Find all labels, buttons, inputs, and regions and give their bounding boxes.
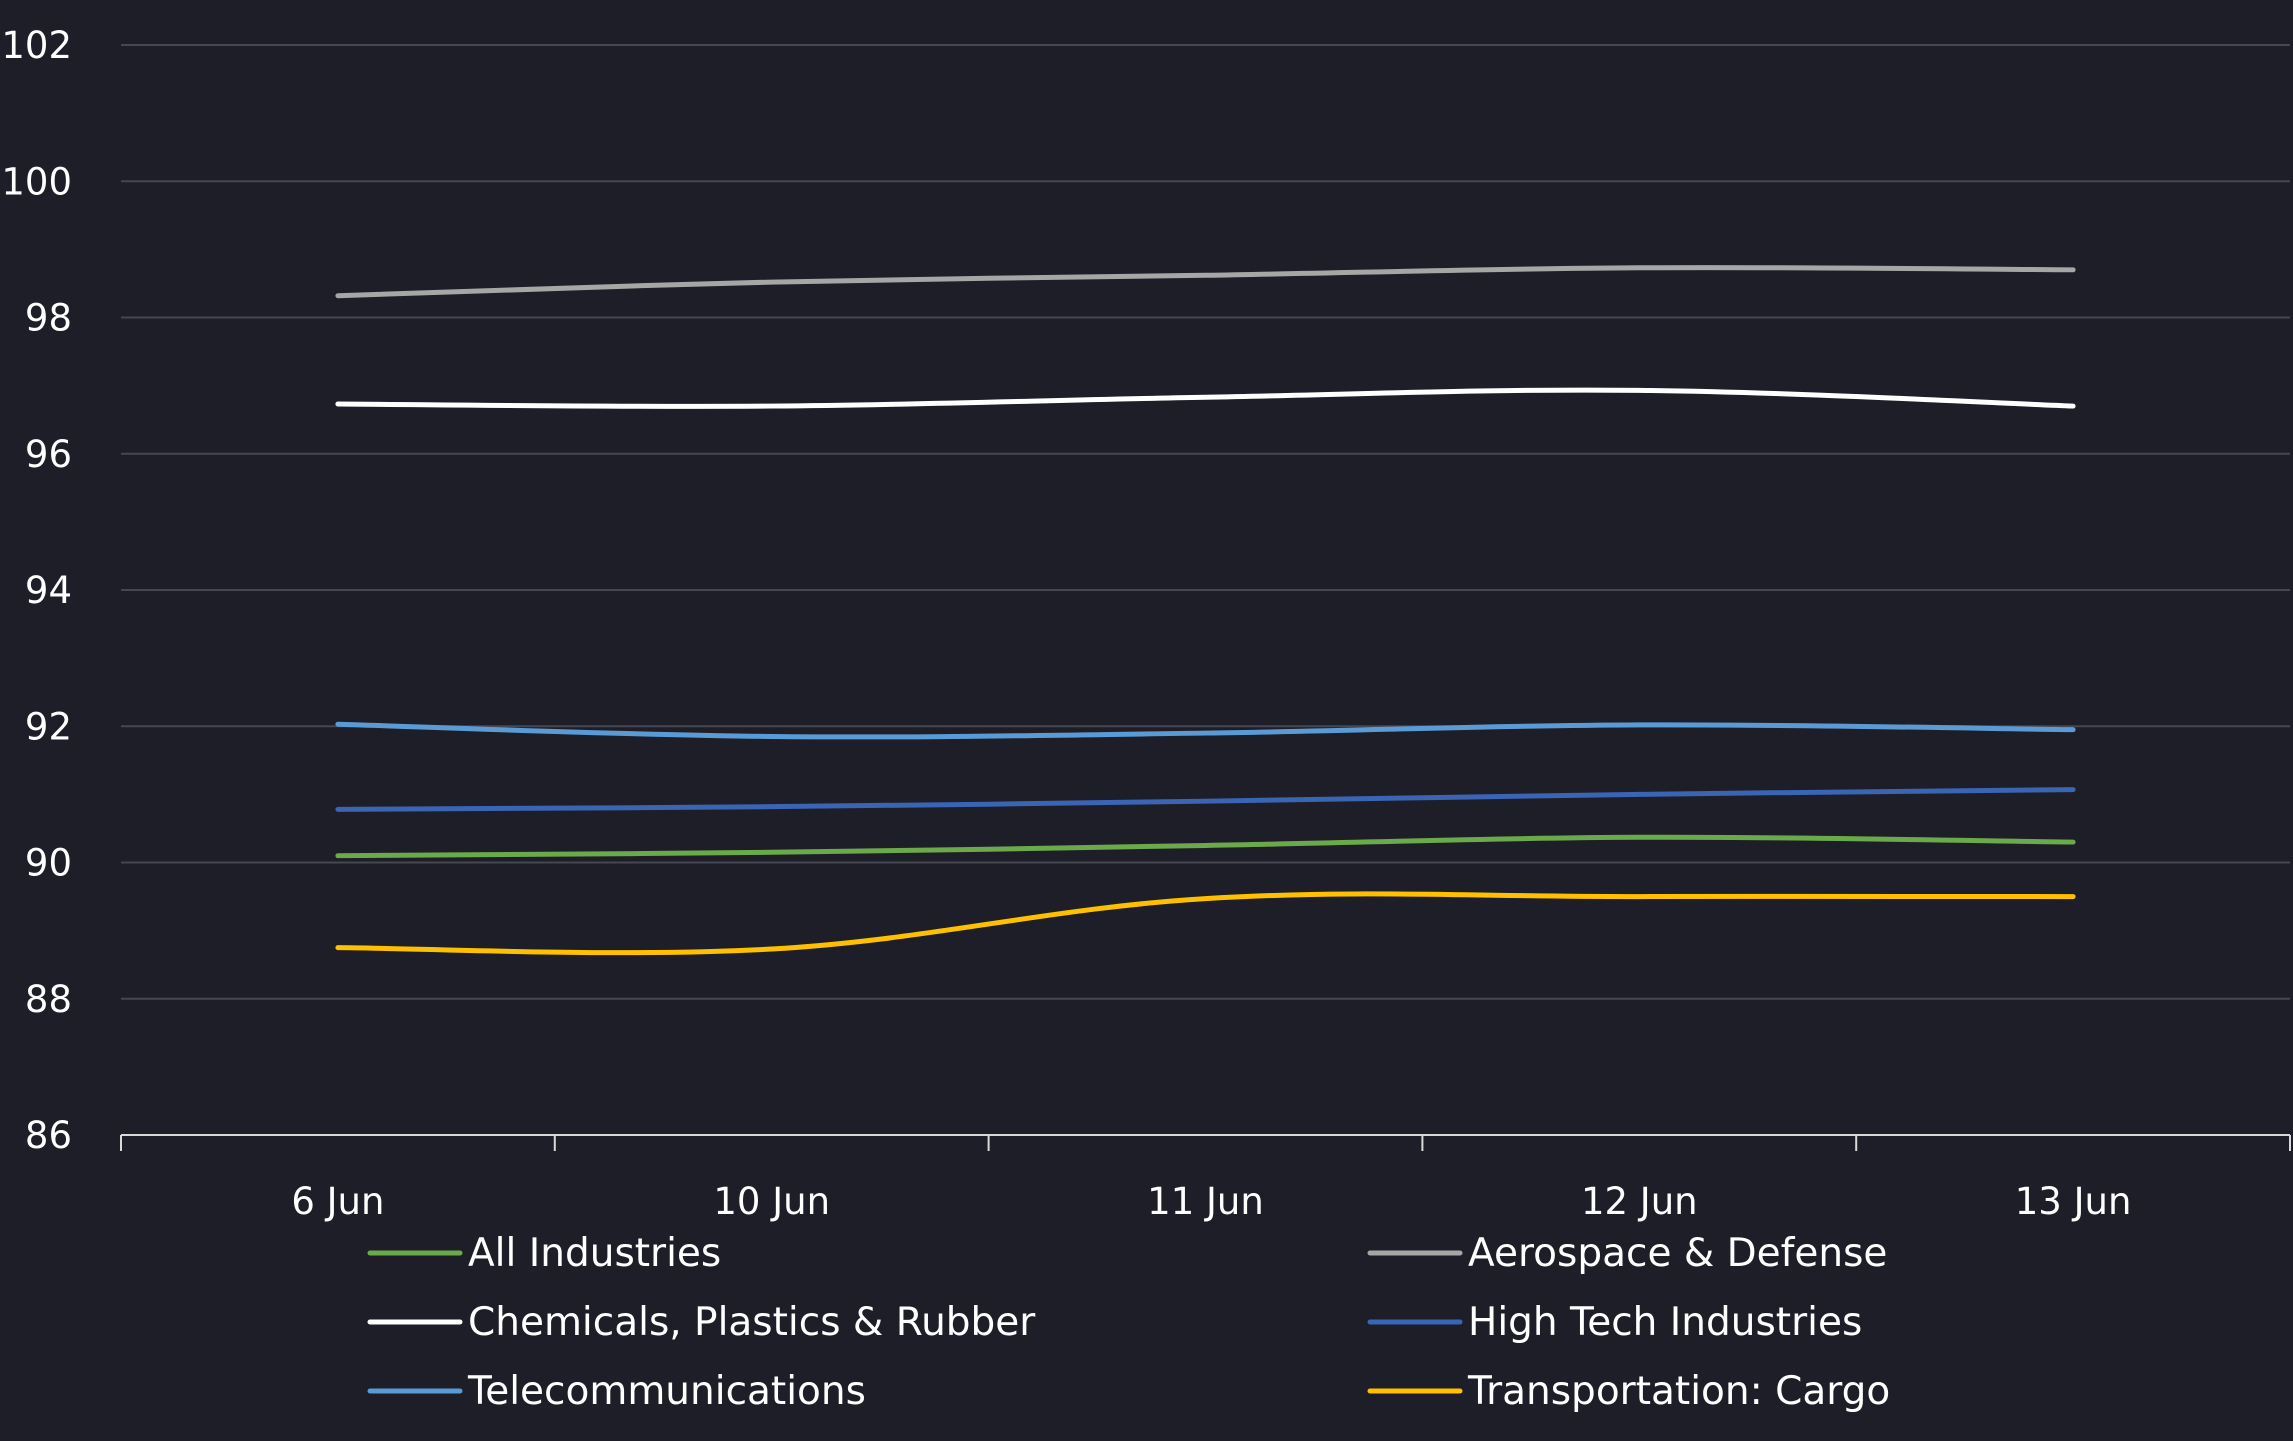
legend: All Industries Aerospace & Defense Chemica… xyxy=(367,1231,1890,1414)
y-tick-label: 100 xyxy=(1,160,72,203)
series-line-aerospace-defense xyxy=(335,265,2076,299)
x-axis-tick-labels: 6 Jun 10 Jun 11 Jun 12 Jun 13 Jun xyxy=(291,1180,2131,1223)
x-axis xyxy=(120,1134,2291,1151)
legend-item: High Tech Industries xyxy=(1367,1300,1862,1345)
series-lines xyxy=(335,265,2076,956)
y-tick-label: 88 xyxy=(25,978,72,1021)
series-line-high-tech-industries xyxy=(335,787,2076,812)
y-tick-label: 96 xyxy=(25,433,72,476)
legend-label: Chemicals, Plastics & Rubber xyxy=(468,1300,1036,1345)
y-tick-label: 94 xyxy=(25,569,72,612)
x-tick-label: 6 Jun xyxy=(291,1180,384,1223)
x-tick-label: 10 Jun xyxy=(713,1180,830,1223)
legend-item: Telecommunications xyxy=(367,1369,866,1414)
legend-label: Transportation: Cargo xyxy=(1467,1369,1890,1414)
x-tick-label: 12 Jun xyxy=(1581,1180,1698,1223)
y-tick-label: 102 xyxy=(1,24,72,67)
y-axis-tick-labels: 86 88 90 92 94 96 98 100 102 xyxy=(1,24,72,1157)
y-tick-label: 92 xyxy=(25,705,72,748)
legend-item: Aerospace & Defense xyxy=(1367,1231,1887,1276)
legend-item: Transportation: Cargo xyxy=(1367,1369,1890,1414)
legend-label: High Tech Industries xyxy=(1468,1300,1862,1345)
y-tick-label: 98 xyxy=(25,297,72,340)
series-line-telecommunications xyxy=(335,721,2076,740)
x-tick-label: 11 Jun xyxy=(1147,1180,1264,1223)
legend-label: Aerospace & Defense xyxy=(1468,1231,1887,1276)
y-tick-label: 90 xyxy=(25,842,72,885)
series-line-all-industries xyxy=(335,834,2076,859)
legend-item: Chemicals, Plastics & Rubber xyxy=(367,1300,1036,1345)
series-line-transportation-cargo xyxy=(335,891,2076,956)
gridlines xyxy=(121,44,2290,1000)
y-tick-label: 86 xyxy=(25,1114,72,1157)
x-tick-label: 13 Jun xyxy=(2015,1180,2132,1223)
legend-label: Telecommunications xyxy=(467,1369,866,1414)
legend-item: All Industries xyxy=(367,1231,721,1276)
legend-label: All Industries xyxy=(468,1231,721,1276)
series-line-chemicals-plastics-rubber xyxy=(335,387,2076,409)
